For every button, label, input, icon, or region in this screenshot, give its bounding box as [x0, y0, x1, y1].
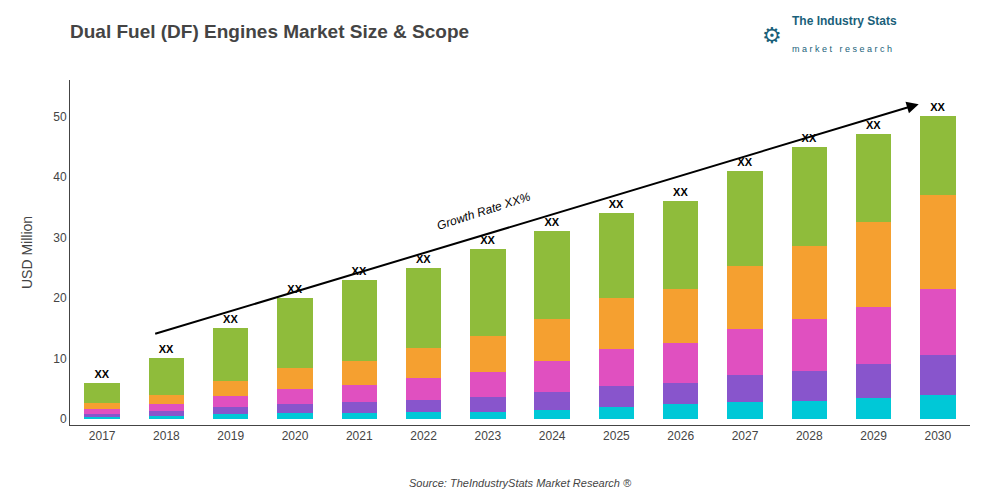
- svg-text:2018: 2018: [153, 429, 180, 443]
- svg-text:XX: XX: [673, 186, 688, 198]
- svg-text:2020: 2020: [282, 429, 309, 443]
- svg-text:XX: XX: [416, 253, 431, 265]
- svg-text:2023: 2023: [475, 429, 502, 443]
- svg-text:2025: 2025: [603, 429, 630, 443]
- svg-text:XX: XX: [930, 101, 945, 113]
- svg-text:2026: 2026: [667, 429, 694, 443]
- svg-text:⚙: ⚙: [762, 23, 782, 48]
- svg-text:2028: 2028: [796, 429, 823, 443]
- svg-text:XX: XX: [159, 343, 174, 355]
- svg-text:2030: 2030: [925, 429, 952, 443]
- svg-text:10: 10: [53, 352, 67, 366]
- svg-text:0: 0: [60, 412, 67, 426]
- svg-text:2021: 2021: [346, 429, 373, 443]
- svg-text:Source: TheIndustryStats Marke: Source: TheIndustryStats Market Research…: [409, 477, 632, 489]
- svg-text:XX: XX: [802, 132, 817, 144]
- svg-text:40: 40: [53, 170, 67, 184]
- svg-text:2027: 2027: [732, 429, 759, 443]
- svg-text:USD Million: USD Million: [19, 216, 35, 289]
- svg-text:XX: XX: [94, 368, 109, 380]
- svg-text:50: 50: [53, 110, 67, 124]
- svg-text:XX: XX: [352, 265, 367, 277]
- svg-text:20: 20: [53, 291, 67, 305]
- svg-text:XX: XX: [737, 156, 752, 168]
- svg-text:XX: XX: [609, 198, 624, 210]
- svg-text:The Industry Stats: The Industry Stats: [792, 14, 897, 28]
- svg-text:XX: XX: [223, 313, 238, 325]
- svg-text:Growth Rate XX%: Growth Rate XX%: [435, 189, 532, 233]
- svg-text:XX: XX: [480, 234, 495, 246]
- svg-text:XX: XX: [287, 283, 302, 295]
- svg-text:XX: XX: [544, 216, 559, 228]
- svg-text:2024: 2024: [539, 429, 566, 443]
- svg-text:m a r k e t r e s e a r c h: m a r k e t r e s e a r c h: [792, 44, 892, 54]
- svg-text:2029: 2029: [860, 429, 887, 443]
- svg-text:2017: 2017: [89, 429, 116, 443]
- svg-text:30: 30: [53, 231, 67, 245]
- svg-text:Dual Fuel (DF) Engines Market: Dual Fuel (DF) Engines Market Size & Sco…: [70, 21, 469, 42]
- svg-text:2019: 2019: [217, 429, 244, 443]
- svg-text:XX: XX: [866, 119, 881, 131]
- svg-text:2022: 2022: [410, 429, 437, 443]
